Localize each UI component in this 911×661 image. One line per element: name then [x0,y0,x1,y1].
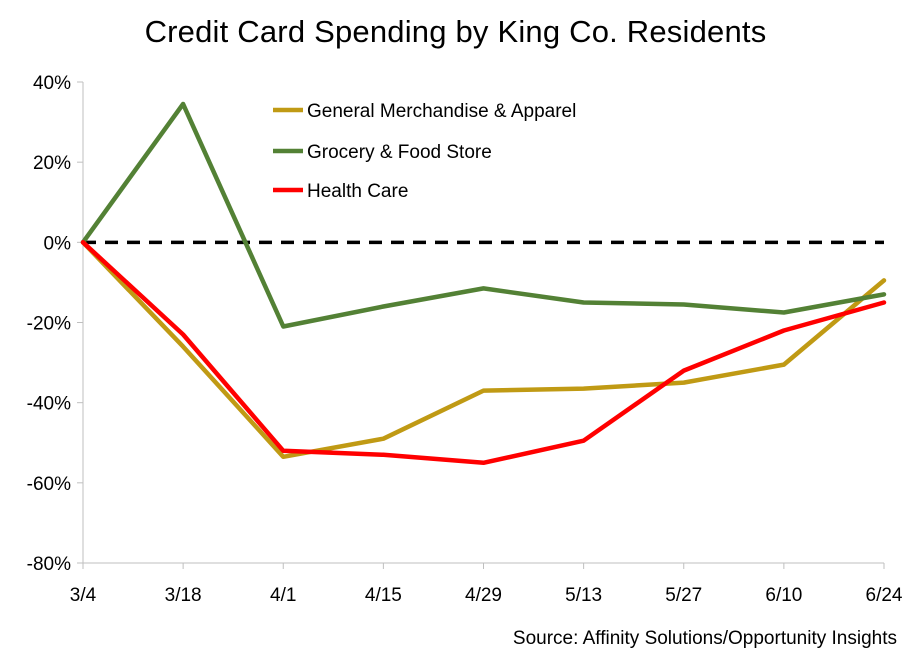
y-tick-label: 0% [44,233,72,254]
legend-label: General Merchandise & Apparel [307,101,576,122]
y-tick-label: 40% [33,73,71,94]
y-tick-label: -80% [27,554,71,575]
x-tick-label: 6/10 [765,585,802,606]
chart-legend: General Merchandise & Apparel Grocery & F… [273,101,576,202]
x-tick-label: 6/24 [866,585,903,606]
legend-label: Grocery & Food Store [307,142,492,163]
series-line-3 [80,240,887,466]
x-tick-label: 5/13 [565,585,602,606]
chart-title: Credit Card Spending by King Co. Residen… [144,14,767,49]
y-tick-label: 20% [33,153,71,174]
x-tick-label: 4/15 [365,585,402,606]
series-layer [80,101,887,466]
series-line-2 [80,101,887,329]
source-note: Source: Affinity Solutions/Opportunity I… [512,628,897,649]
x-tick-label: 3/4 [70,585,97,606]
y-tick-label: -20% [27,314,71,335]
y-tick-label: -40% [27,394,71,415]
series-line-1 [80,240,887,460]
x-tick-label: 4/29 [465,585,502,606]
y-tick-label: -60% [27,474,71,495]
legend-label: Health Care [307,181,408,202]
axis-layer: 40% 20% 0% -20% -40% -60% -80% 3/4 3/18 4/1 4/15 4/… [27,73,903,606]
x-tick-label: 4/1 [270,585,296,606]
x-tick-label: 5/27 [665,585,702,606]
x-tick-label: 3/18 [165,585,202,606]
